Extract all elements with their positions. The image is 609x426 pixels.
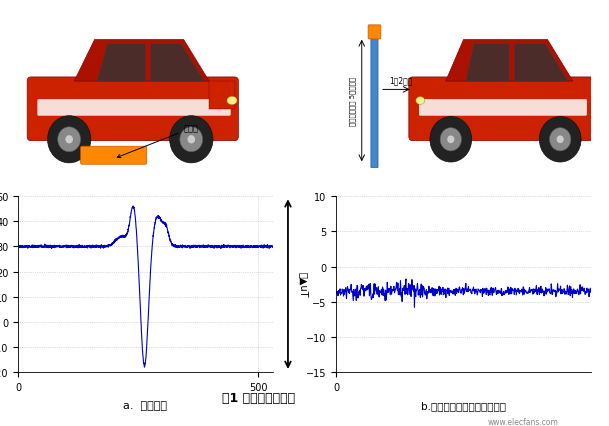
Text: b.面朝汽车一侧的杆子的顶端: b.面朝汽车一侧的杆子的顶端 [421, 400, 506, 410]
Text: 大▲uT: 大▲uT [298, 272, 308, 297]
Circle shape [48, 116, 91, 164]
Circle shape [557, 136, 564, 144]
Ellipse shape [227, 97, 237, 105]
Circle shape [170, 116, 213, 164]
Circle shape [430, 117, 471, 163]
Text: 磁力计: 磁力计 [118, 124, 199, 158]
Polygon shape [150, 45, 204, 82]
Text: a.  汽车下方: a. 汽车下方 [124, 400, 167, 410]
Polygon shape [446, 40, 573, 82]
Circle shape [540, 117, 581, 163]
FancyBboxPatch shape [37, 100, 231, 116]
Circle shape [65, 136, 73, 144]
Polygon shape [466, 45, 509, 82]
FancyBboxPatch shape [368, 26, 381, 40]
Circle shape [188, 136, 195, 144]
Text: 图1 传感器放置位置: 图1 传感器放置位置 [222, 391, 295, 403]
Polygon shape [97, 45, 146, 82]
FancyBboxPatch shape [80, 147, 147, 165]
Text: www.elecfans.com: www.elecfans.com [487, 417, 558, 426]
Text: 1至2英尺: 1至2英尺 [390, 76, 413, 85]
FancyBboxPatch shape [27, 78, 238, 141]
Ellipse shape [416, 98, 424, 105]
Circle shape [180, 127, 203, 153]
FancyBboxPatch shape [419, 100, 587, 116]
FancyBboxPatch shape [409, 78, 594, 141]
Polygon shape [515, 45, 568, 82]
Circle shape [440, 128, 462, 152]
Text: 传感器至路面 5興车距离: 传感器至路面 5興车距离 [350, 77, 356, 126]
Circle shape [549, 128, 571, 152]
Polygon shape [74, 40, 209, 82]
Circle shape [447, 136, 454, 144]
Circle shape [58, 127, 80, 153]
FancyBboxPatch shape [371, 35, 378, 168]
Polygon shape [209, 82, 234, 109]
